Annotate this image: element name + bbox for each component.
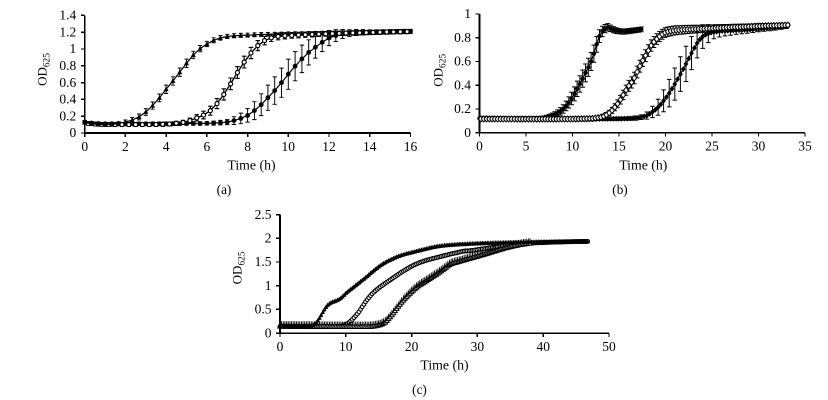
svg-text:1: 1	[265, 278, 272, 293]
svg-text:1: 1	[464, 6, 471, 21]
svg-text:0.4: 0.4	[454, 78, 471, 93]
svg-text:(a): (a)	[217, 182, 232, 197]
svg-text:0.4: 0.4	[59, 92, 76, 107]
svg-text:1.5: 1.5	[255, 254, 272, 269]
svg-text:0: 0	[69, 125, 76, 140]
svg-text:0.2: 0.2	[454, 101, 471, 116]
svg-text:Time (h): Time (h)	[619, 158, 667, 174]
svg-text:2: 2	[265, 231, 272, 246]
svg-text:0: 0	[277, 339, 284, 354]
svg-text:0.2: 0.2	[59, 108, 76, 123]
svg-text:30: 30	[471, 339, 485, 354]
svg-text:0: 0	[476, 139, 483, 154]
svg-text:1.4: 1.4	[59, 8, 76, 23]
svg-text:30: 30	[752, 139, 766, 154]
svg-text:0.8: 0.8	[59, 58, 76, 73]
svg-text:1.2: 1.2	[59, 24, 76, 39]
svg-text:10: 10	[339, 339, 353, 354]
svg-text:(b): (b)	[612, 182, 627, 197]
svg-text:0.5: 0.5	[255, 302, 272, 317]
svg-text:20: 20	[659, 139, 673, 154]
svg-text:50: 50	[602, 339, 616, 354]
svg-text:0.6: 0.6	[59, 75, 76, 90]
svg-text:40: 40	[536, 339, 550, 354]
svg-text:0: 0	[464, 125, 471, 140]
svg-text:6: 6	[204, 139, 211, 154]
svg-text:35: 35	[798, 139, 812, 154]
svg-text:10: 10	[566, 139, 580, 154]
svg-text:0.6: 0.6	[454, 54, 471, 69]
svg-text:0: 0	[81, 139, 88, 154]
svg-text:4: 4	[163, 139, 170, 154]
svg-text:Time (h): Time (h)	[227, 158, 275, 174]
svg-text:Time (h): Time (h)	[420, 358, 468, 374]
svg-text:10: 10	[282, 139, 296, 154]
svg-text:16: 16	[404, 139, 418, 154]
svg-text:5: 5	[523, 139, 530, 154]
svg-text:12: 12	[322, 139, 336, 154]
svg-text:25: 25	[705, 139, 719, 154]
svg-text:15: 15	[612, 139, 626, 154]
svg-text:1: 1	[69, 41, 76, 56]
svg-text:8: 8	[244, 139, 251, 154]
svg-text:0.8: 0.8	[454, 30, 471, 45]
svg-text:20: 20	[405, 339, 419, 354]
svg-text:(c): (c)	[412, 382, 427, 397]
svg-text:0: 0	[265, 325, 272, 340]
svg-text:2: 2	[122, 139, 129, 154]
svg-text:2.5: 2.5	[255, 207, 272, 222]
svg-text:14: 14	[363, 139, 377, 154]
